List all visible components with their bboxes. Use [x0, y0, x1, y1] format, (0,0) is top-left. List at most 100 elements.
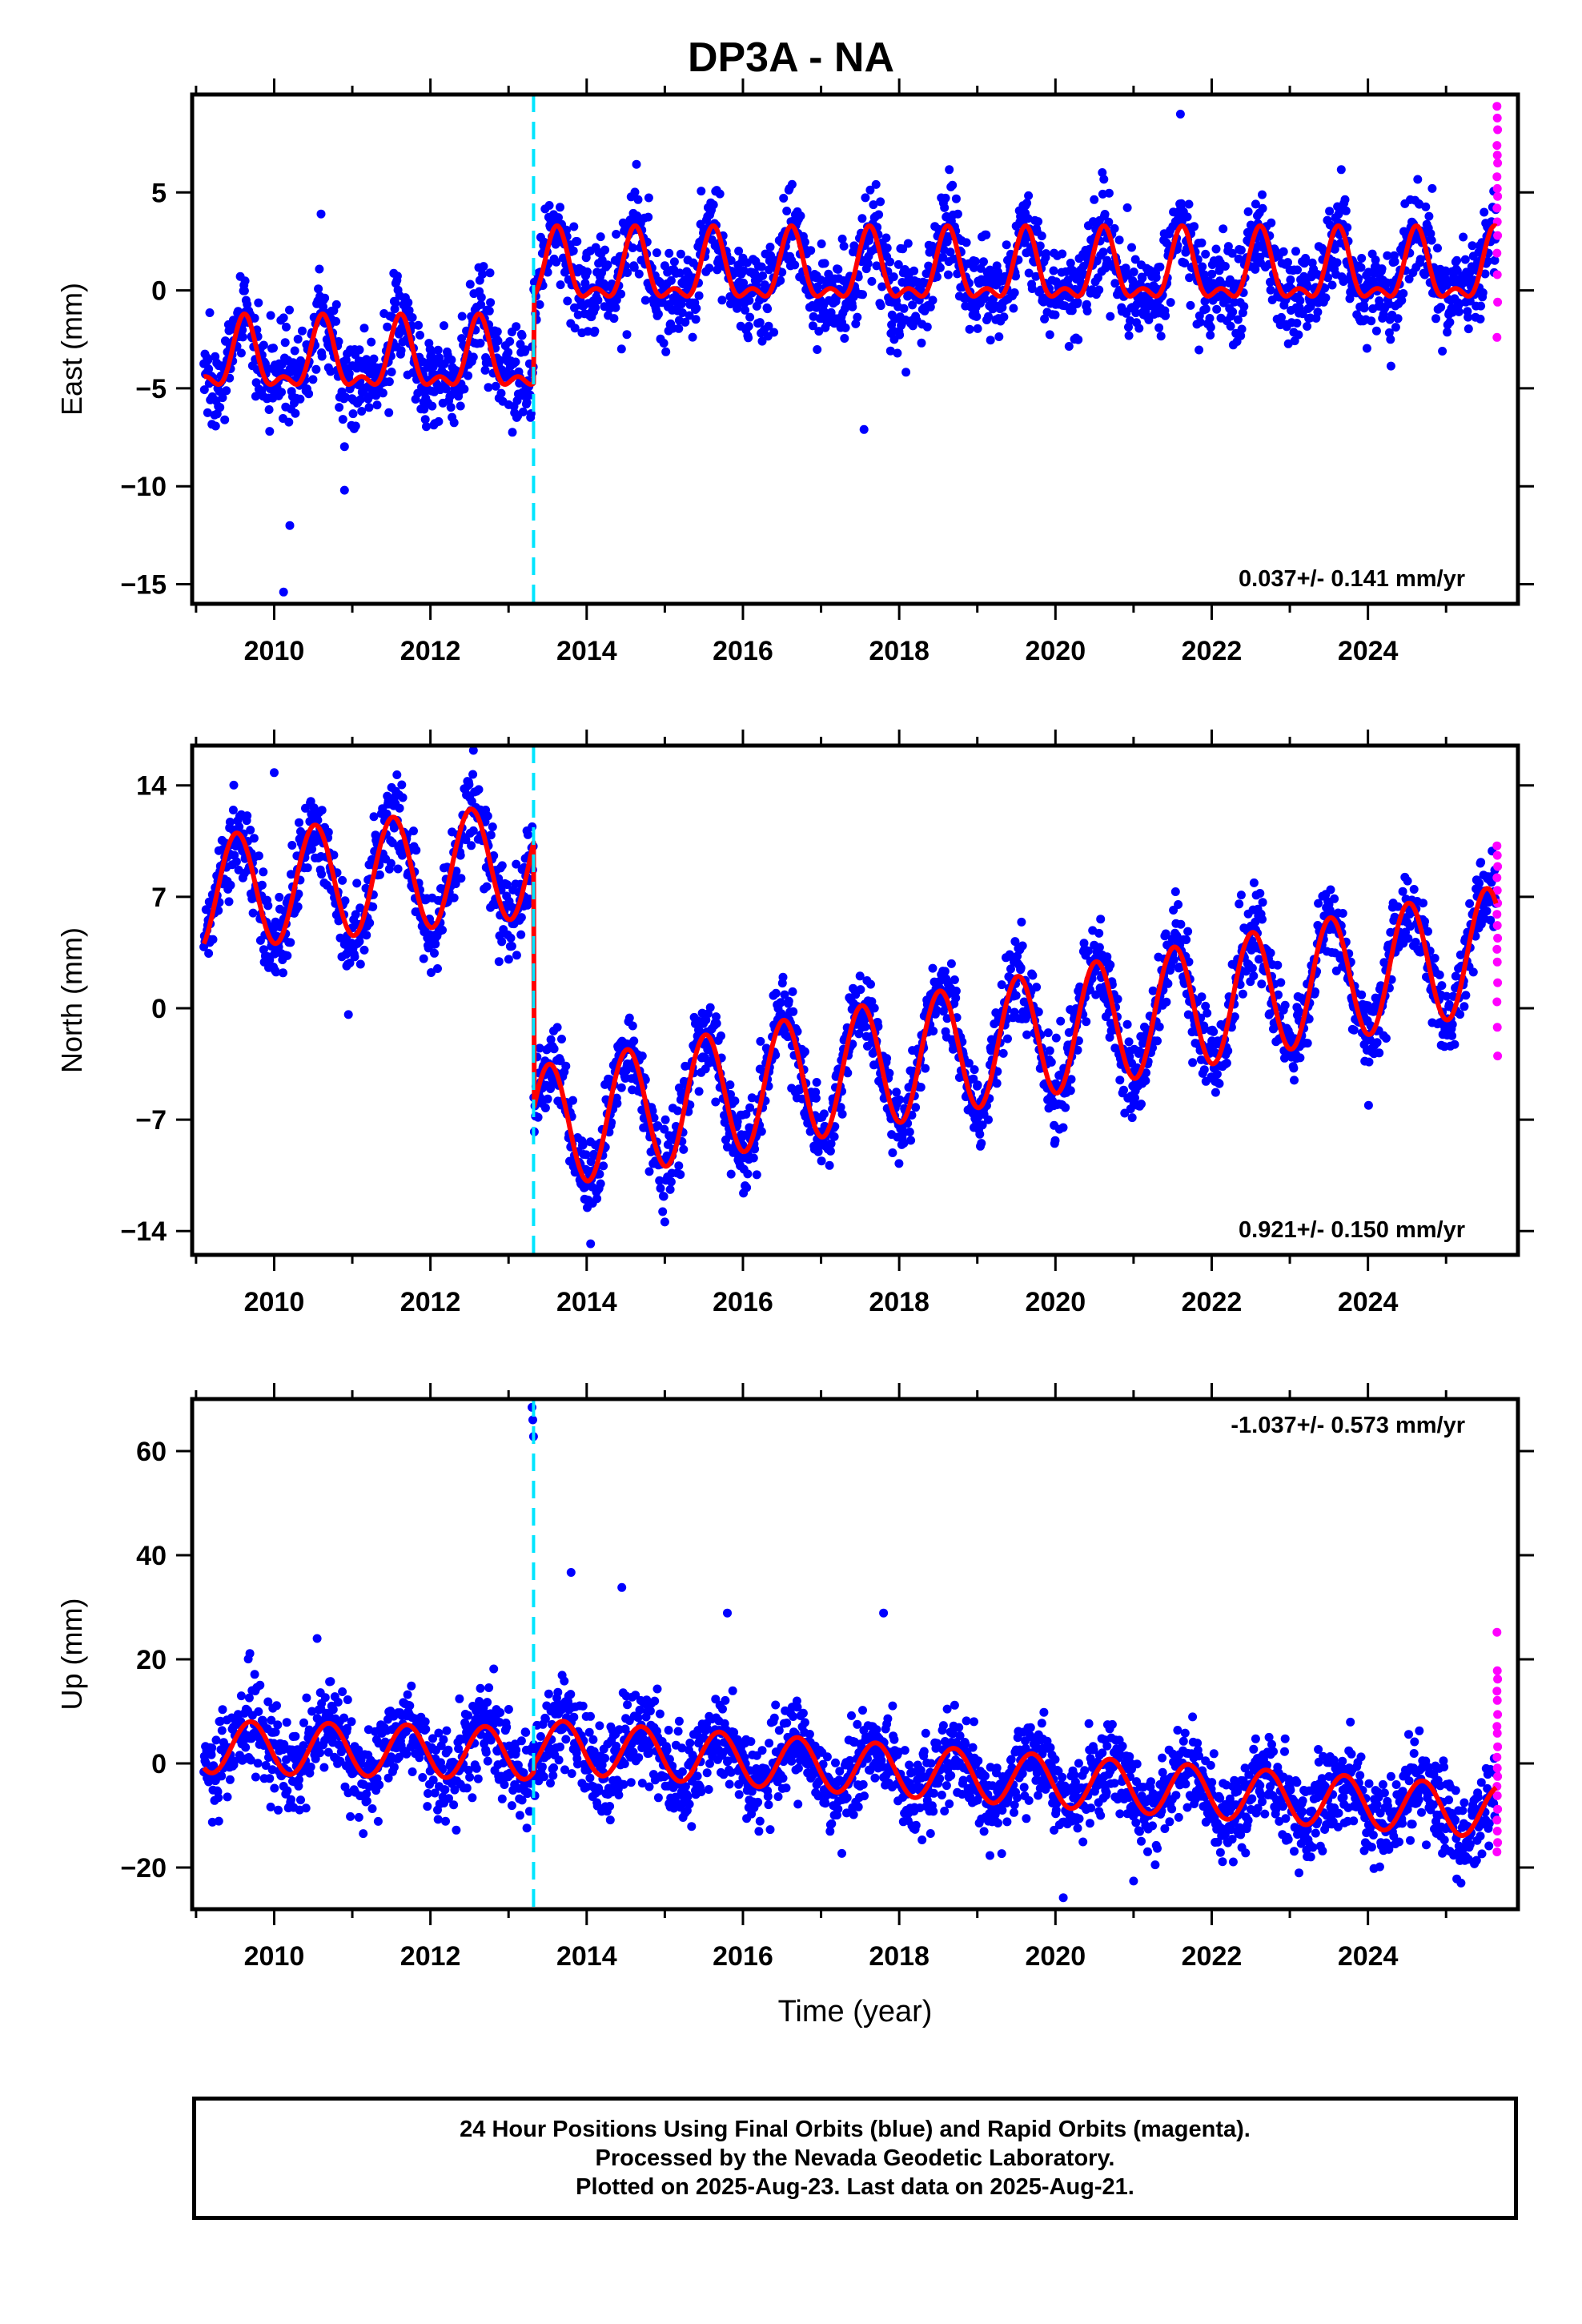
north-point — [317, 806, 327, 815]
north-point — [705, 1003, 715, 1012]
north-point — [540, 1104, 550, 1112]
north-point — [1468, 967, 1478, 977]
east-point — [893, 259, 903, 269]
east-point — [391, 298, 400, 308]
north-point — [837, 1109, 847, 1119]
north-point — [861, 1022, 870, 1031]
north-point — [254, 851, 263, 861]
panel-north: 2010 2012 2014 2016 2018 2020 2022 2024−14−7071… — [55, 730, 1534, 1317]
north-point — [973, 1080, 982, 1090]
panel-east: 2010 2012 2014 2016 2018 2020 2022 2024−15−10−5… — [55, 78, 1534, 666]
east-point — [681, 317, 690, 327]
north-point — [1050, 1136, 1060, 1145]
east-point — [757, 336, 767, 346]
east-point — [517, 331, 527, 340]
north-point — [1255, 889, 1265, 898]
north-point — [287, 841, 297, 850]
north-x-tick-label: 2014 — [556, 1287, 617, 1317]
east-point — [903, 239, 913, 248]
east-outlier-point — [285, 521, 295, 530]
east-point — [1104, 188, 1114, 198]
east-y-tick-label: −10 — [120, 472, 167, 502]
east-point — [1426, 229, 1435, 239]
east-point — [1258, 203, 1267, 213]
east-point — [486, 298, 496, 308]
north-point — [1236, 891, 1246, 900]
east-point — [869, 200, 878, 210]
east-point — [612, 230, 621, 239]
east-x-tick-label: 2024 — [1338, 636, 1399, 666]
east-point — [787, 179, 797, 189]
east-point — [685, 311, 694, 320]
east-point — [697, 187, 706, 196]
north-point — [800, 1047, 809, 1056]
east-point — [1049, 266, 1058, 275]
east-point — [1011, 271, 1020, 281]
east-point — [496, 356, 505, 365]
east-point — [1341, 206, 1351, 215]
east-point — [898, 244, 908, 254]
east-point — [280, 338, 290, 348]
east-point — [264, 405, 274, 414]
east-point — [630, 187, 640, 197]
east-point — [1476, 301, 1486, 311]
north-point — [412, 846, 421, 855]
east-point — [338, 415, 347, 424]
north-point — [673, 1106, 682, 1116]
east-point — [478, 269, 488, 279]
east-point — [1266, 277, 1275, 287]
east-point — [1460, 255, 1470, 264]
east-point — [849, 292, 858, 302]
north-rapid-point — [1492, 873, 1502, 883]
east-point — [404, 306, 414, 316]
north-point — [507, 942, 516, 951]
north-point — [523, 830, 532, 839]
east-point — [653, 309, 663, 319]
north-point — [431, 939, 440, 949]
north-point — [1258, 915, 1267, 924]
east-point — [971, 256, 980, 266]
east-point — [317, 352, 327, 361]
east-point — [383, 322, 392, 332]
east-point — [364, 403, 374, 412]
east-point — [484, 383, 493, 392]
east-point — [484, 306, 494, 316]
east-point — [1377, 264, 1387, 274]
east-point — [427, 350, 436, 360]
east-point — [871, 179, 881, 189]
east-point — [729, 296, 738, 304]
east-point — [1078, 262, 1088, 271]
east-point — [632, 159, 641, 169]
east-point — [476, 339, 485, 348]
east-point — [1050, 310, 1060, 320]
north-point — [612, 1099, 622, 1108]
north-point — [1197, 992, 1207, 1002]
north-rapid-point — [1493, 862, 1503, 871]
east-point — [1106, 312, 1115, 321]
north-rapid-point — [1492, 910, 1502, 919]
north-point — [543, 1094, 552, 1104]
east-point — [1399, 289, 1408, 298]
east-point — [1330, 244, 1339, 254]
east-point — [238, 332, 247, 342]
east-point — [1343, 223, 1352, 232]
east-point — [1478, 288, 1488, 297]
east-point — [314, 284, 323, 294]
east-point — [1031, 271, 1041, 281]
north-point — [1460, 1002, 1469, 1011]
east-point — [1009, 304, 1018, 313]
north-point — [674, 1161, 684, 1171]
east-point — [396, 346, 406, 356]
north-point — [1066, 1086, 1075, 1096]
east-point — [980, 294, 990, 304]
east-point — [420, 415, 430, 424]
east-point — [1480, 207, 1489, 217]
east-point — [853, 312, 862, 322]
east-point — [1040, 314, 1050, 324]
north-rapid-point — [1492, 997, 1502, 1007]
north-point — [214, 906, 223, 915]
east-point — [1195, 317, 1205, 327]
east-point — [266, 311, 275, 320]
east-point — [559, 253, 568, 263]
north-point — [1094, 928, 1104, 938]
